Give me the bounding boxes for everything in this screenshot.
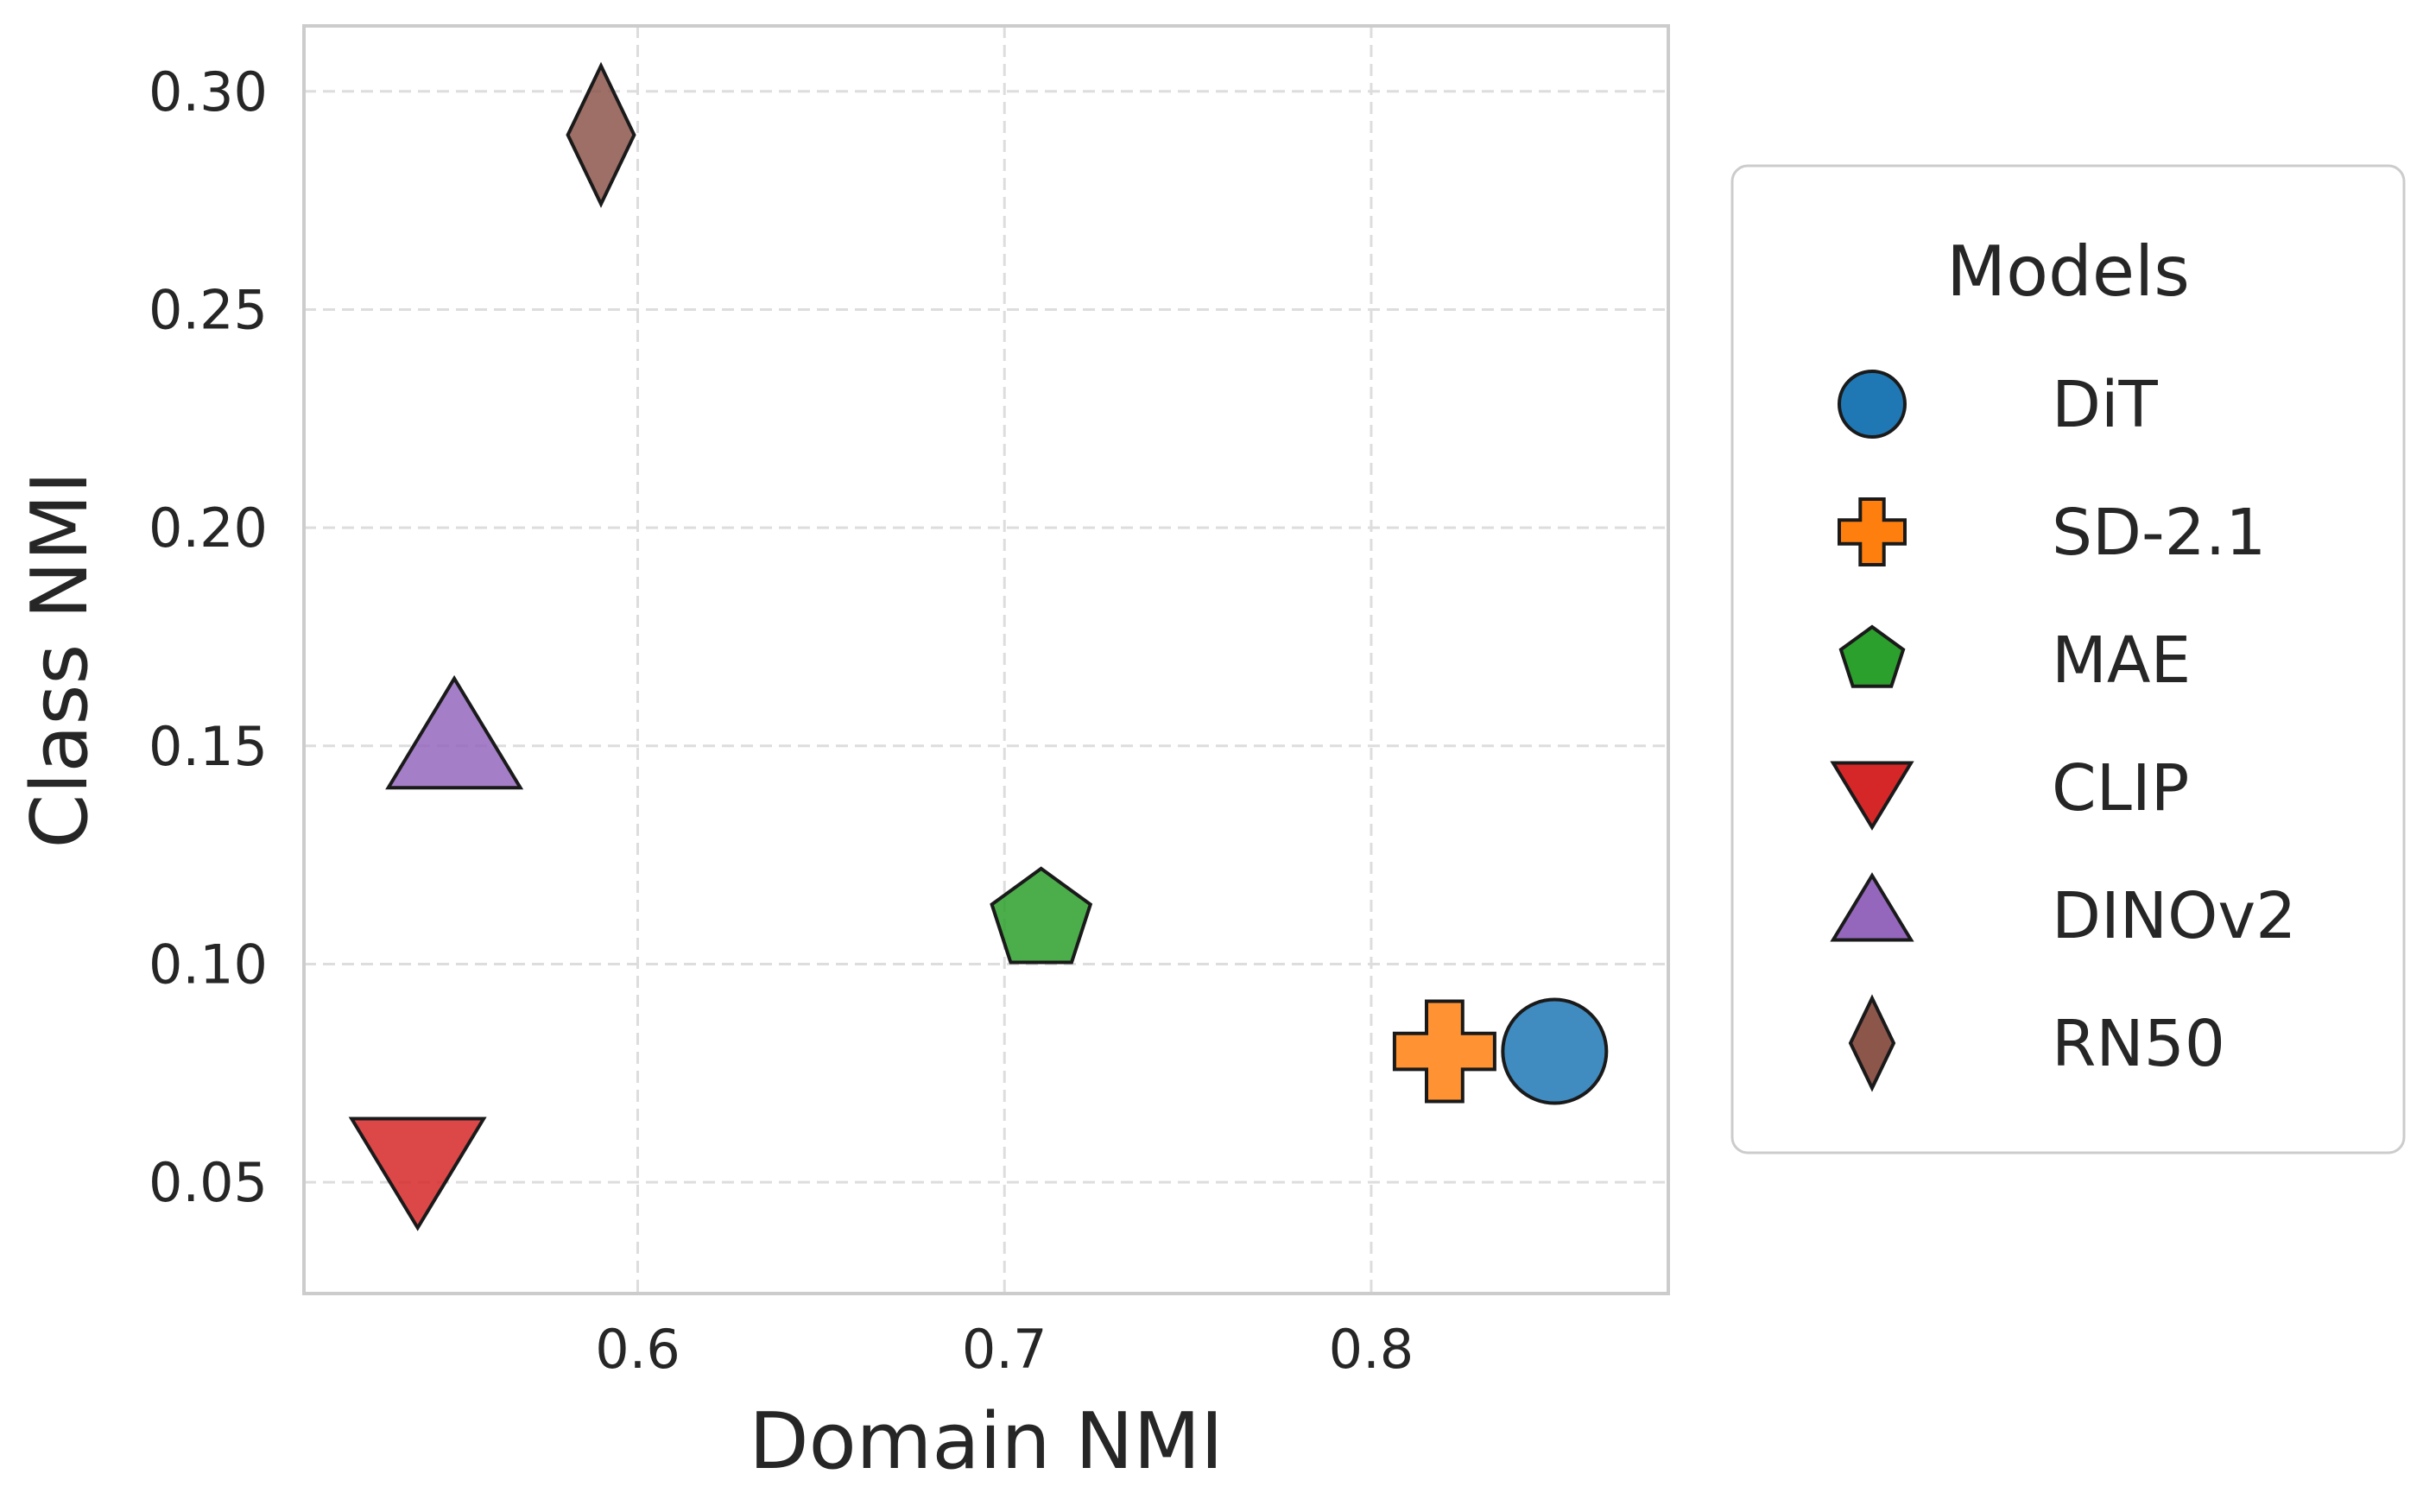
legend-marker-sd-2-1 — [1838, 497, 1907, 566]
legend-marker-mae — [1838, 624, 1906, 688]
x-tick-label: 0.8 — [1329, 1318, 1414, 1381]
legend-label-dinov2: DINOv2 — [2052, 879, 2296, 953]
data-point-rn50 — [566, 61, 636, 208]
x-tick-label: 0.6 — [595, 1318, 680, 1381]
data-point-mae — [990, 866, 1093, 965]
legend-marker-dinov2 — [1830, 872, 1914, 942]
legend-label-rn50: RN50 — [2052, 1007, 2225, 1081]
y-tick-label: 0.25 — [149, 278, 268, 341]
y-tick-label: 0.10 — [149, 933, 268, 996]
legend-label-sd-2-1: SD-2.1 — [2052, 496, 2266, 570]
data-markers — [348, 61, 1609, 1231]
grid-lines — [304, 26, 1668, 1294]
y-tick-label: 0.15 — [149, 715, 268, 778]
legend-marker-dit — [1838, 370, 1907, 439]
legend-marker-clip — [1830, 761, 1914, 831]
data-point-dinov2 — [385, 674, 524, 790]
data-point-clip — [348, 1117, 487, 1231]
x-axis-label: Domain NMI — [749, 1396, 1223, 1487]
legend-label-clip: CLIP — [2052, 751, 2189, 826]
legend-label-mae: MAE — [2052, 623, 2191, 698]
axis-ticks: 0.6 0.7 0.8 0.05 0.10 0.15 0.20 0.25 0.30 — [149, 60, 1414, 1381]
legend-entries: DiT SD-2.1 MAE CLIP DINOv2 RN50 — [1830, 368, 2296, 1092]
y-tick-label: 0.30 — [149, 60, 268, 123]
legend-label-dit: DiT — [2052, 368, 2159, 442]
y-axis-label: Class NMI — [15, 471, 105, 849]
data-point-dit — [1501, 997, 1609, 1105]
x-tick-label: 0.7 — [962, 1318, 1047, 1381]
y-tick-label: 0.05 — [149, 1151, 268, 1214]
data-point-sd-2-1 — [1392, 999, 1496, 1104]
legend-title: Models — [1946, 231, 2190, 312]
legend-marker-rn50 — [1848, 994, 1896, 1092]
legend: Models DiT SD-2.1 MAE CLIP DINOv2 RN50 — [1730, 164, 2406, 1155]
y-tick-label: 0.20 — [149, 497, 268, 560]
plot-area-frame — [302, 24, 1670, 1295]
